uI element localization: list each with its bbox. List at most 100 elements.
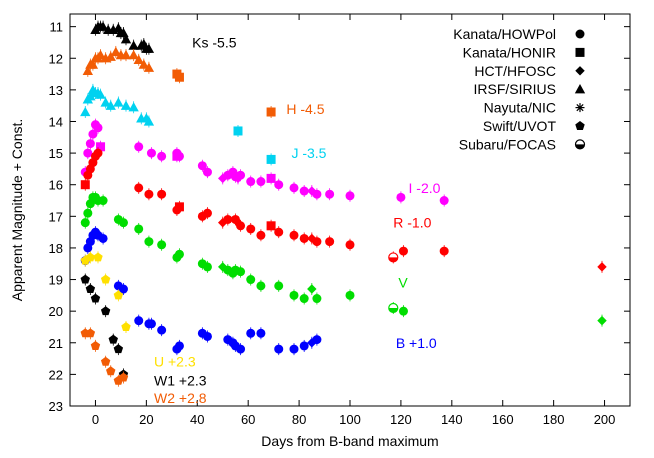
data-point — [138, 59, 149, 69]
data-point — [105, 51, 116, 61]
data-point — [97, 21, 109, 31]
series-r — [80, 147, 607, 273]
data-point — [128, 40, 139, 50]
x-axis-label: Days from B-band maximum — [261, 433, 438, 449]
data-point — [144, 189, 154, 199]
data-point — [266, 107, 276, 117]
data-point — [174, 202, 184, 212]
data-point — [85, 284, 96, 294]
data-point — [157, 325, 167, 335]
series-label: W1 +2.3 — [154, 373, 207, 389]
y-tick-label: 11 — [50, 20, 64, 35]
series-label: I -2.0 — [409, 180, 441, 196]
data-point — [325, 189, 335, 199]
data-point — [398, 246, 408, 256]
data-point — [266, 173, 276, 183]
data-point — [118, 218, 128, 228]
legend-label: HCT/HFOSC — [474, 63, 556, 79]
y-tick-label: 21 — [49, 336, 63, 351]
data-point — [157, 151, 167, 161]
series-h — [82, 45, 276, 118]
legend-marker-square — [575, 47, 585, 57]
data-point — [90, 340, 101, 350]
data-point — [133, 54, 144, 64]
data-point — [396, 192, 406, 202]
data-point — [143, 62, 155, 72]
series-label: Ks -5.5 — [192, 34, 237, 50]
data-point — [113, 97, 124, 107]
data-point — [80, 218, 90, 228]
data-point — [256, 328, 266, 338]
x-tick-label: 100 — [339, 412, 361, 427]
y-tick-label: 20 — [49, 304, 63, 319]
series-label: H -4.5 — [286, 101, 324, 117]
y-tick-label: 12 — [49, 51, 63, 66]
data-point — [388, 302, 399, 314]
series-label: B +1.0 — [396, 335, 437, 351]
legend-label: IRSF/SIRIUS — [474, 81, 556, 97]
data-point — [95, 89, 106, 99]
data-point — [345, 191, 355, 201]
data-point — [157, 189, 167, 199]
data-point — [197, 161, 207, 171]
series-label: U +2.3 — [154, 354, 196, 370]
data-point — [202, 208, 212, 218]
series-b — [80, 226, 322, 356]
data-point — [312, 294, 322, 304]
data-point — [256, 281, 266, 291]
data-point — [299, 341, 309, 351]
data-point — [233, 217, 243, 228]
data-point — [289, 344, 299, 354]
data-point — [93, 148, 103, 158]
data-point — [202, 331, 212, 341]
data-point — [218, 173, 228, 184]
data-point — [233, 173, 243, 184]
legend-marker-asterisk — [575, 103, 585, 113]
legend-marker-half-circle — [574, 139, 586, 150]
data-point — [134, 224, 144, 234]
data-point — [120, 34, 132, 44]
data-point — [90, 293, 101, 303]
data-point — [246, 328, 256, 338]
x-tick-label: 140 — [441, 412, 463, 427]
data-point — [110, 46, 121, 57]
data-point — [597, 315, 607, 326]
data-point — [87, 59, 99, 69]
data-point — [289, 290, 299, 300]
data-point — [246, 177, 256, 187]
x-tick-label: 120 — [390, 412, 412, 427]
data-point — [236, 267, 246, 277]
y-axis-label: Apparent Magnitude + Const. — [9, 119, 25, 302]
y-tick-label: 16 — [49, 178, 63, 193]
data-point — [388, 252, 399, 263]
data-point — [98, 196, 108, 206]
x-tick-label: 20 — [139, 412, 153, 427]
y-tick-label: 23 — [49, 399, 63, 414]
data-point — [96, 142, 106, 152]
data-point — [100, 97, 111, 107]
series-label: J -3.5 — [291, 145, 326, 161]
data-point — [236, 344, 246, 354]
legend-label: Kanata/HOWPol — [453, 26, 556, 42]
data-point — [134, 316, 144, 326]
y-tick-label: 13 — [49, 83, 63, 98]
data-point — [85, 328, 96, 338]
x-tick-label: 200 — [594, 412, 616, 427]
x-tick-label: 60 — [241, 412, 255, 427]
y-tick-label: 14 — [49, 114, 63, 129]
data-point — [398, 306, 408, 316]
data-point — [274, 281, 284, 291]
data-point — [218, 217, 228, 228]
data-point — [143, 43, 155, 53]
data-point — [307, 186, 317, 196]
data-point — [307, 233, 317, 244]
y-tick-label: 18 — [49, 241, 63, 256]
data-point — [118, 284, 128, 294]
series-label: W2 +2.8 — [154, 390, 207, 406]
data-point — [299, 294, 309, 304]
y-tick-label: 22 — [49, 367, 63, 382]
data-point — [80, 106, 91, 117]
series-label: V — [398, 275, 408, 291]
series-u — [80, 251, 131, 333]
data-point — [597, 262, 607, 272]
